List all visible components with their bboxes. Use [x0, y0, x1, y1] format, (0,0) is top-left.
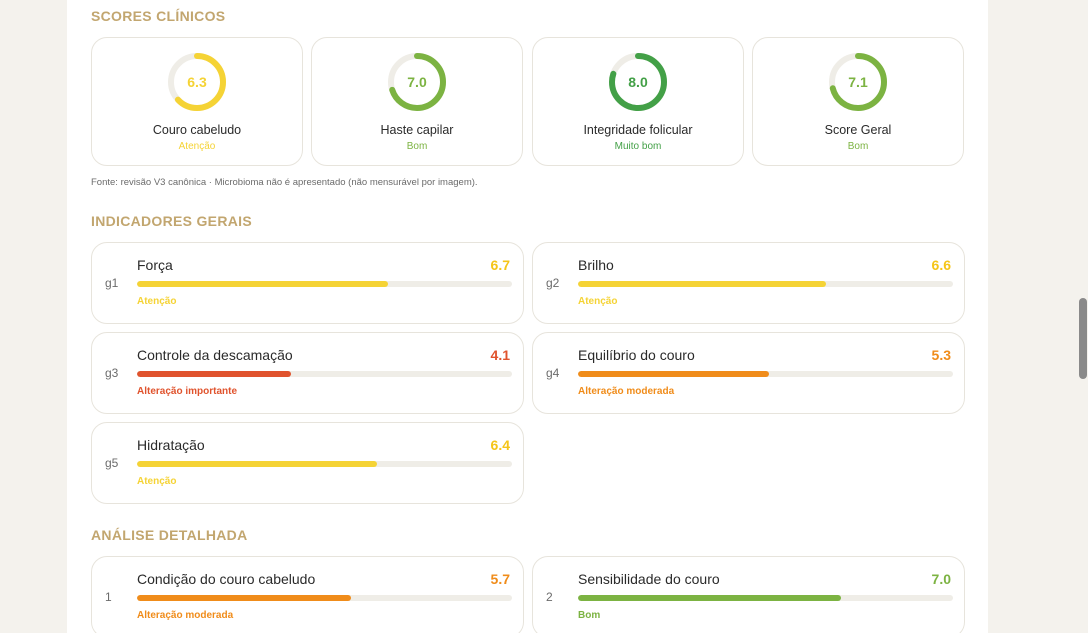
- indicator-bar-track: [578, 371, 953, 377]
- indicator-status: Bom: [578, 610, 601, 621]
- indicator-status: Alteração importante: [137, 386, 238, 397]
- score-card-overall: 7.1 Score Geral Bom: [752, 37, 964, 166]
- section-title-indicators: INDICADORES GERAIS: [91, 213, 252, 229]
- indicator-code: 1: [105, 590, 112, 604]
- indicator-code: g3: [105, 366, 119, 380]
- score-ring: [168, 53, 226, 111]
- indicator-card-strength: g1 Força 6.7 Atenção: [91, 242, 524, 324]
- indicator-bar-fill: [578, 371, 770, 377]
- indicator-bar-fill: [578, 281, 826, 287]
- indicator-code: g2: [546, 276, 560, 290]
- score-ring: [609, 53, 667, 111]
- section-title-scores: SCORES CLÍNICOS: [91, 8, 226, 24]
- detail-card-scalp-condition: 1 Condição do couro cabeludo 5.7 Alteração …: [91, 556, 524, 633]
- indicator-bar-track: [578, 595, 953, 601]
- indicator-card-hydration: g5 Hidratação 6.4 Atenção: [91, 422, 524, 504]
- indicator-name: Equilíbrio do couro: [578, 347, 695, 363]
- source-footnote: Fonte: revisão V3 canônica · Microbioma …: [91, 177, 478, 188]
- score-card-scalp: 6.3 Couro cabeludo Atenção: [91, 37, 303, 166]
- indicator-status: Atenção: [137, 476, 177, 487]
- indicator-bar-track: [137, 371, 512, 377]
- score-value: 6.3: [187, 74, 207, 90]
- score-ring: [388, 53, 446, 111]
- indicator-bar-fill: [137, 281, 389, 287]
- indicator-card-flaking-control: g3 Controle da descamação 4.1 Alteração imp…: [91, 332, 524, 414]
- score-status: Bom: [847, 141, 869, 152]
- indicator-bar-fill: [137, 595, 351, 601]
- indicator-value: 5.7: [490, 571, 510, 587]
- indicator-name: Sensibilidade do couro: [578, 571, 720, 587]
- detail-card-scalp-sensitivity: 2 Sensibilidade do couro 7.0 Bom: [532, 556, 965, 633]
- indicator-card-shine: g2 Brilho 6.6 Atenção: [532, 242, 965, 324]
- indicator-code: g1: [105, 276, 119, 290]
- indicator-name: Hidratação: [137, 437, 205, 453]
- section-title-detailed: ANÁLISE DETALHADA: [91, 527, 248, 543]
- indicator-code: 2: [546, 590, 553, 604]
- indicator-code: g4: [546, 366, 560, 380]
- score-value: 7.1: [848, 74, 868, 90]
- indicator-name: Condição do couro cabeludo: [137, 571, 316, 587]
- score-card-hair-shaft: 7.0 Haste capilar Bom: [311, 37, 523, 166]
- indicator-bar-fill: [578, 595, 841, 601]
- indicator-value: 6.6: [931, 257, 951, 273]
- score-name: Integridade folicular: [583, 123, 693, 137]
- score-card-follicular-integrity: 8.0 Integridade folicular Muito bom: [532, 37, 744, 166]
- indicator-value: 7.0: [931, 571, 951, 587]
- indicator-value: 6.7: [490, 257, 510, 273]
- indicator-status: Atenção: [578, 296, 618, 307]
- indicator-value: 5.3: [931, 347, 951, 363]
- indicator-status: Atenção: [137, 296, 177, 307]
- score-name: Couro cabeludo: [152, 123, 242, 137]
- indicator-bar-track: [578, 281, 953, 287]
- indicator-name: Força: [137, 257, 173, 273]
- score-status: Atenção: [178, 141, 216, 152]
- indicator-code: g5: [105, 456, 119, 470]
- indicator-bar-track: [137, 595, 512, 601]
- indicator-bar-fill: [137, 371, 291, 377]
- indicator-name: Controle da descamação: [137, 347, 293, 363]
- score-status: Bom: [406, 141, 428, 152]
- indicator-bar-track: [137, 281, 512, 287]
- score-name: Haste capilar: [380, 123, 454, 137]
- score-value: 7.0: [407, 74, 427, 90]
- score-name: Score Geral: [824, 123, 892, 137]
- scrollbar-thumb[interactable]: [1079, 298, 1087, 379]
- score-ring: [829, 53, 887, 111]
- score-status: Muito bom: [614, 141, 662, 152]
- indicator-value: 4.1: [490, 347, 510, 363]
- vertical-scrollbar[interactable]: [1076, 0, 1088, 633]
- indicator-status: Alteração moderada: [137, 610, 234, 621]
- report-page: SCORES CLÍNICOS 6.3 Couro cabeludo Atenç…: [67, 0, 988, 633]
- score-value: 8.0: [628, 74, 648, 90]
- indicator-value: 6.4: [490, 437, 510, 453]
- indicator-name: Brilho: [578, 257, 614, 273]
- indicator-bar-fill: [137, 461, 377, 467]
- indicator-status: Alteração moderada: [578, 386, 675, 397]
- indicator-bar-track: [137, 461, 512, 467]
- indicator-card-scalp-balance: g4 Equilíbrio do couro 5.3 Alteração modera…: [532, 332, 965, 414]
